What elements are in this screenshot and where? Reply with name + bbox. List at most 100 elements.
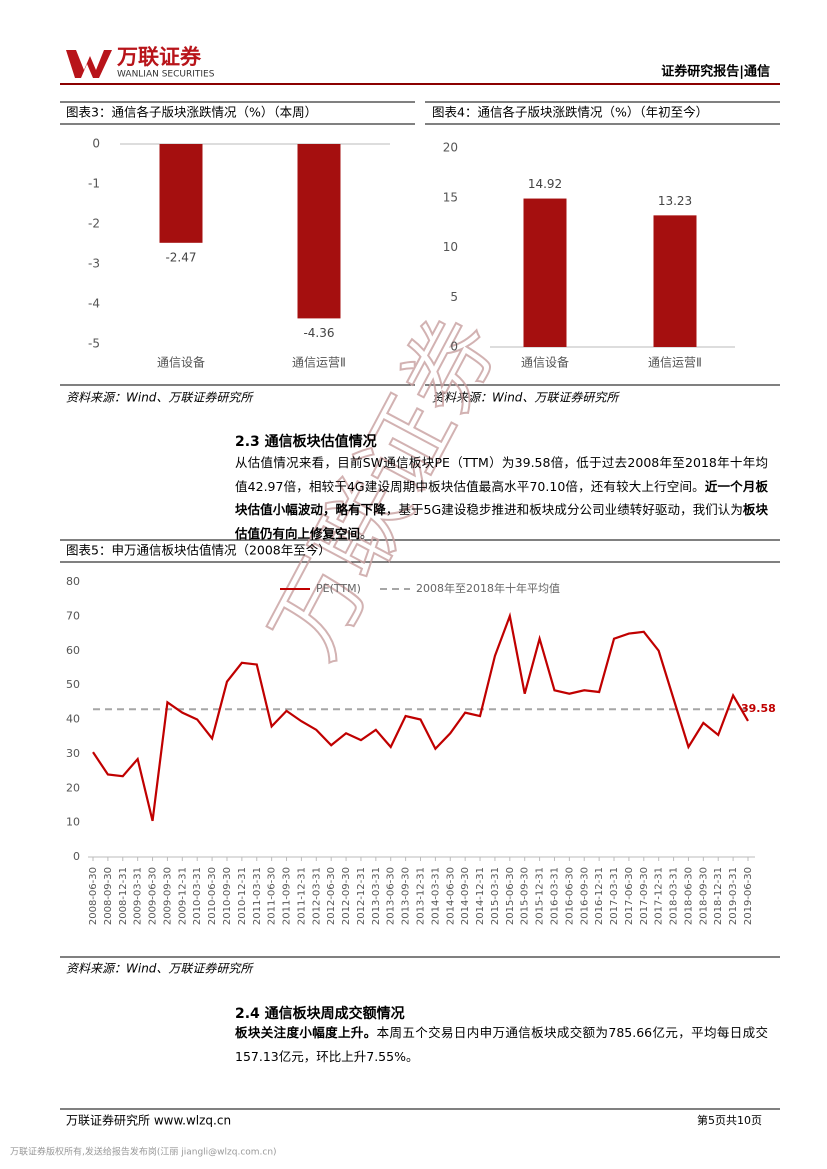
section-heading: 2.3 通信板块估值情况 xyxy=(235,434,377,450)
x-tick-label: 2012-06-30 xyxy=(326,867,337,925)
legend-label: 2008年至2018年十年平均值 xyxy=(416,581,560,595)
x-tick-label: 2018-12-31 xyxy=(713,867,724,925)
x-tick-label: 2015-09-30 xyxy=(520,867,531,925)
value-label: 13.23 xyxy=(658,194,692,208)
x-tick-label: 2015-06-30 xyxy=(505,867,516,925)
value-label: -4.36 xyxy=(303,326,334,340)
y-tick-label: 0 xyxy=(92,137,100,151)
y-tick-label: -3 xyxy=(88,257,100,271)
x-tick-label: 2014-03-31 xyxy=(430,867,441,925)
y-tick-label: 80 xyxy=(66,575,80,588)
source: 资料来源：Wind、万联证券研究所 xyxy=(432,391,620,405)
x-tick-label: 2014-09-30 xyxy=(460,867,471,925)
y-tick-label: 40 xyxy=(66,713,80,726)
x-tick-label: 2010-03-31 xyxy=(192,867,203,925)
y-tick-label: -5 xyxy=(88,337,100,351)
x-tick-label: 2016-12-31 xyxy=(594,867,605,925)
x-tick-label: 2011-12-31 xyxy=(296,867,307,925)
logo-mark xyxy=(66,50,112,78)
x-tick-label: 2011-06-30 xyxy=(267,867,278,925)
x-tick-label: 2017-09-30 xyxy=(639,867,650,925)
bar xyxy=(653,215,697,347)
y-tick-label: 60 xyxy=(66,644,80,657)
x-tick-label: 2014-06-30 xyxy=(445,867,456,925)
x-tick-label: 2019-03-31 xyxy=(728,867,739,925)
x-tick-label: 通信设备 xyxy=(521,356,569,370)
x-tick-label: 2010-12-31 xyxy=(237,867,248,925)
x-tick-label: 2009-09-30 xyxy=(162,867,173,925)
y-tick-label: -1 xyxy=(88,177,100,191)
x-tick-label: 2010-06-30 xyxy=(207,867,218,925)
x-tick-label: 2009-12-31 xyxy=(177,867,188,925)
y-tick-label: 50 xyxy=(66,678,80,691)
x-tick-label: 2013-06-30 xyxy=(386,867,397,925)
x-tick-label: 2016-09-30 xyxy=(579,867,590,925)
x-tick-label: 通信运营Ⅱ xyxy=(648,356,702,370)
copyright: 万联证券版权所有,发送给报告发布岗(江丽 jiangli@wlzq.com.cn… xyxy=(10,1146,277,1158)
x-tick-label: 2008-12-31 xyxy=(118,867,129,925)
x-tick-label: 2016-06-30 xyxy=(564,867,575,925)
text-run: 板块关注度小幅度上升。 xyxy=(235,1025,377,1040)
bar xyxy=(523,198,567,347)
footer-left: 万联证券研究所 www.wlzq.cn xyxy=(66,1113,231,1128)
y-tick-label: 70 xyxy=(66,609,80,622)
x-tick-label: 2012-03-31 xyxy=(311,867,322,925)
x-tick-label: 2014-12-31 xyxy=(475,867,486,925)
bar xyxy=(159,144,203,243)
x-tick-label: 2010-09-30 xyxy=(222,867,233,925)
x-tick-label: 2017-06-30 xyxy=(624,867,635,925)
x-tick-label: 2009-03-31 xyxy=(133,867,144,925)
y-tick-label: 15 xyxy=(443,190,458,204)
y-tick-label: 0 xyxy=(73,850,80,863)
x-tick-label: 2011-03-31 xyxy=(252,867,263,925)
x-tick-label: 2017-12-31 xyxy=(654,867,665,925)
data-line xyxy=(92,611,749,822)
x-tick-label: 2018-06-30 xyxy=(683,867,694,925)
x-tick-label: 2018-03-31 xyxy=(669,867,680,925)
x-tick-label: 2012-09-30 xyxy=(341,867,352,925)
footer-right: 第5页共10页 xyxy=(697,1113,762,1127)
text-run: ，基于5G建设稳步推进和板块成分公司业绩转好驱动，我们认为 xyxy=(385,502,743,517)
report-type: 证券研究报告|通信 xyxy=(661,64,770,80)
x-tick-label: 2016-03-31 xyxy=(549,867,560,925)
x-tick-label: 2008-06-30 xyxy=(88,867,99,925)
y-tick-label: 0 xyxy=(450,340,458,354)
paragraph: 板块关注度小幅度上升。本周五个交易日内申万通信板块成交额为785.66亿元，平均… xyxy=(235,1021,768,1068)
end-label: 39.58 xyxy=(741,702,776,715)
source: 资料来源：Wind、万联证券研究所 xyxy=(66,391,254,405)
x-tick-label: 2018-09-30 xyxy=(698,867,709,925)
y-tick-label: -4 xyxy=(88,297,100,311)
y-tick-label: 10 xyxy=(66,816,80,829)
y-tick-label: 20 xyxy=(443,141,458,155)
x-tick-label: 2017-03-31 xyxy=(609,867,620,925)
value-label: 14.92 xyxy=(528,177,562,191)
legend-label: PE(TTM) xyxy=(316,582,361,595)
x-tick-label: 2013-03-31 xyxy=(371,867,382,925)
chart-title: 图表4：通信各子版块涨跌情况（%）（年初至今） xyxy=(432,105,708,120)
x-tick-label: 2013-12-31 xyxy=(416,867,427,925)
x-tick-label: 2015-03-31 xyxy=(490,867,501,925)
x-tick-label: 2009-06-30 xyxy=(148,867,159,925)
x-tick-label: 2019-06-30 xyxy=(743,867,754,925)
x-tick-label: 通信设备 xyxy=(157,356,205,370)
x-tick-label: 2008-09-30 xyxy=(103,867,114,925)
text-run: 本周五个交易日内申万通信板块成交额为785.66亿元，平均每日成交157.13亿… xyxy=(235,1025,768,1064)
y-tick-label: 5 xyxy=(450,290,458,304)
text-run: 从估值情况来看，目前SW通信板块PE（TTM）为39.58倍，低于过去2008年… xyxy=(235,455,768,494)
chart-title: 图表5：申万通信板块估值情况（2008年至今） xyxy=(66,543,331,558)
text-run: 板块估值仍有向上修复空间 xyxy=(235,502,768,541)
y-tick-label: 20 xyxy=(66,781,80,794)
logo-en: WANLIAN SECURITIES xyxy=(117,70,215,80)
source: 资料来源：Wind、万联证券研究所 xyxy=(66,962,254,976)
x-tick-label: 2011-09-30 xyxy=(282,867,293,925)
x-tick-label: 通信运营Ⅱ xyxy=(292,356,346,370)
x-tick-label: 2013-09-30 xyxy=(401,867,412,925)
text-run: 。 xyxy=(360,525,373,541)
x-tick-label: 2012-12-31 xyxy=(356,867,367,925)
chart-title: 图表3：通信各子版块涨跌情况（%）（本周） xyxy=(66,105,317,120)
section-heading: 2.4 通信板块周成交额情况 xyxy=(235,1006,405,1022)
y-tick-label: -2 xyxy=(88,217,100,231)
x-tick-label: 2015-12-31 xyxy=(535,867,546,925)
